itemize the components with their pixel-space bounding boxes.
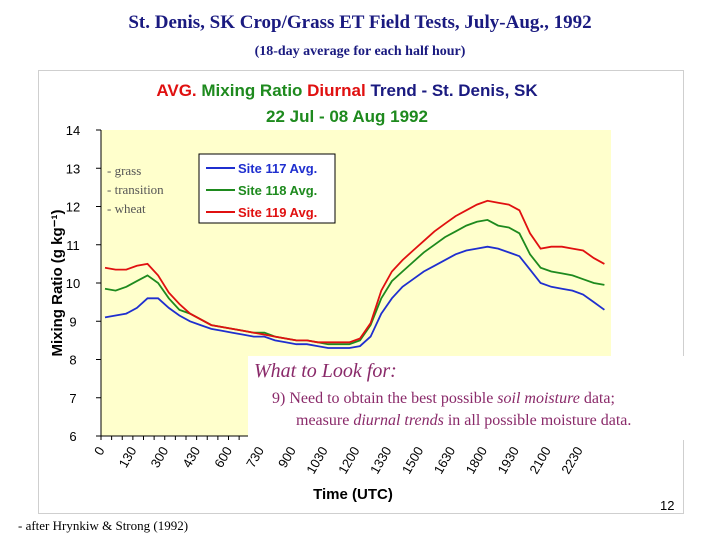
what-to-look-for-callout: What to Look for: 9) Need to obtain the … bbox=[248, 356, 718, 440]
legend-label-3: Site 119 Avg. bbox=[238, 205, 317, 220]
y-tick-label: 6 bbox=[69, 429, 76, 444]
y-tick-label: 7 bbox=[69, 391, 76, 406]
x-tick-label: 1200 bbox=[335, 444, 362, 477]
chart-title-trend: Trend - St. Denis, SK bbox=[366, 81, 539, 100]
site-type-annotation: - grass - transition - wheat bbox=[107, 163, 164, 216]
chart-container: AVG. Mixing Ratio Diurnal Trend - St. De… bbox=[38, 70, 684, 514]
x-tick-label: 2230 bbox=[558, 444, 585, 477]
legend-label-2: Site 118 Avg. bbox=[238, 183, 317, 198]
chart-title-mixing: Mixing Ratio bbox=[197, 81, 308, 100]
y-tick-label: 8 bbox=[69, 353, 76, 368]
chart-series-lines bbox=[104, 199, 605, 349]
x-axis-label: Time (UTC) bbox=[313, 486, 393, 503]
y-axis-label: Mixing Ratio (g kg⁻¹) bbox=[49, 209, 66, 356]
y-tick-label: 13 bbox=[66, 161, 80, 176]
slide-title: St. Denis, SK Crop/Grass ET Field Tests,… bbox=[128, 12, 592, 33]
chart-legend: Site 117 Avg. Site 118 Avg. Site 119 Avg. bbox=[198, 153, 336, 224]
callout-title: What to Look for: bbox=[254, 360, 397, 382]
callout-line2-b: diurnal trends bbox=[353, 412, 444, 429]
x-tick-label: 300 bbox=[148, 444, 172, 470]
callout-line-2: measure diurnal trends in all possible m… bbox=[296, 412, 631, 430]
callout-line1-b: soil moisture bbox=[497, 390, 580, 407]
y-tick-label: 11 bbox=[66, 238, 80, 253]
y-tick-label: 10 bbox=[66, 276, 80, 291]
x-tick-label: 600 bbox=[211, 444, 235, 470]
callout-line1-c: data; bbox=[579, 390, 615, 407]
x-tick-label: 130 bbox=[116, 444, 140, 470]
y-tick-label: 14 bbox=[66, 123, 80, 138]
annotation-line-2: - transition bbox=[107, 182, 164, 197]
annotation-line-1: - grass bbox=[107, 163, 141, 178]
callout-line2-a: measure bbox=[296, 412, 354, 429]
legend-label-1: Site 117 Avg. bbox=[238, 161, 317, 176]
x-tick-label: 1500 bbox=[399, 444, 426, 477]
x-tick-label: 1630 bbox=[431, 444, 458, 477]
series-line-1 bbox=[104, 245, 605, 349]
callout-line1-a: 9) Need to obtain the best possible bbox=[272, 390, 498, 407]
annotation-line-3: - wheat bbox=[107, 201, 146, 216]
citation-footer: - after Hrynkiw & Strong (1992) bbox=[18, 518, 189, 533]
y-tick-label: 9 bbox=[69, 314, 76, 329]
y-tick-label: 12 bbox=[66, 200, 80, 215]
x-tick-label: 1030 bbox=[303, 444, 330, 477]
x-tick-label: 900 bbox=[275, 444, 299, 470]
slide-subtitle: (18-day average for each half hour) bbox=[254, 44, 466, 59]
chart-title-diurnal: Diurnal bbox=[307, 81, 366, 100]
x-tick-label: 2100 bbox=[526, 444, 553, 477]
mixing-ratio-chart: AVG. Mixing Ratio Diurnal Trend - St. De… bbox=[49, 81, 612, 503]
x-tick-label: 430 bbox=[179, 444, 203, 470]
page-number: 12 bbox=[660, 498, 675, 513]
x-tick-label: 1930 bbox=[495, 444, 522, 477]
chart-title-avg: AVG. bbox=[156, 81, 196, 100]
x-tick-label: 0 bbox=[91, 444, 108, 458]
x-tick-label: 1800 bbox=[463, 444, 490, 477]
x-tick-label: 730 bbox=[243, 444, 267, 470]
x-tick-label: 1330 bbox=[367, 444, 394, 477]
chart-title-line1: AVG. Mixing Ratio Diurnal Trend - St. De… bbox=[156, 81, 538, 100]
callout-line2-c: in all possible moisture data. bbox=[443, 412, 632, 429]
chart-title-line2: 22 Jul - 08 Aug 1992 bbox=[266, 107, 428, 126]
series-line-3 bbox=[104, 199, 605, 344]
callout-line-1: 9) Need to obtain the best possible soil… bbox=[272, 390, 615, 408]
